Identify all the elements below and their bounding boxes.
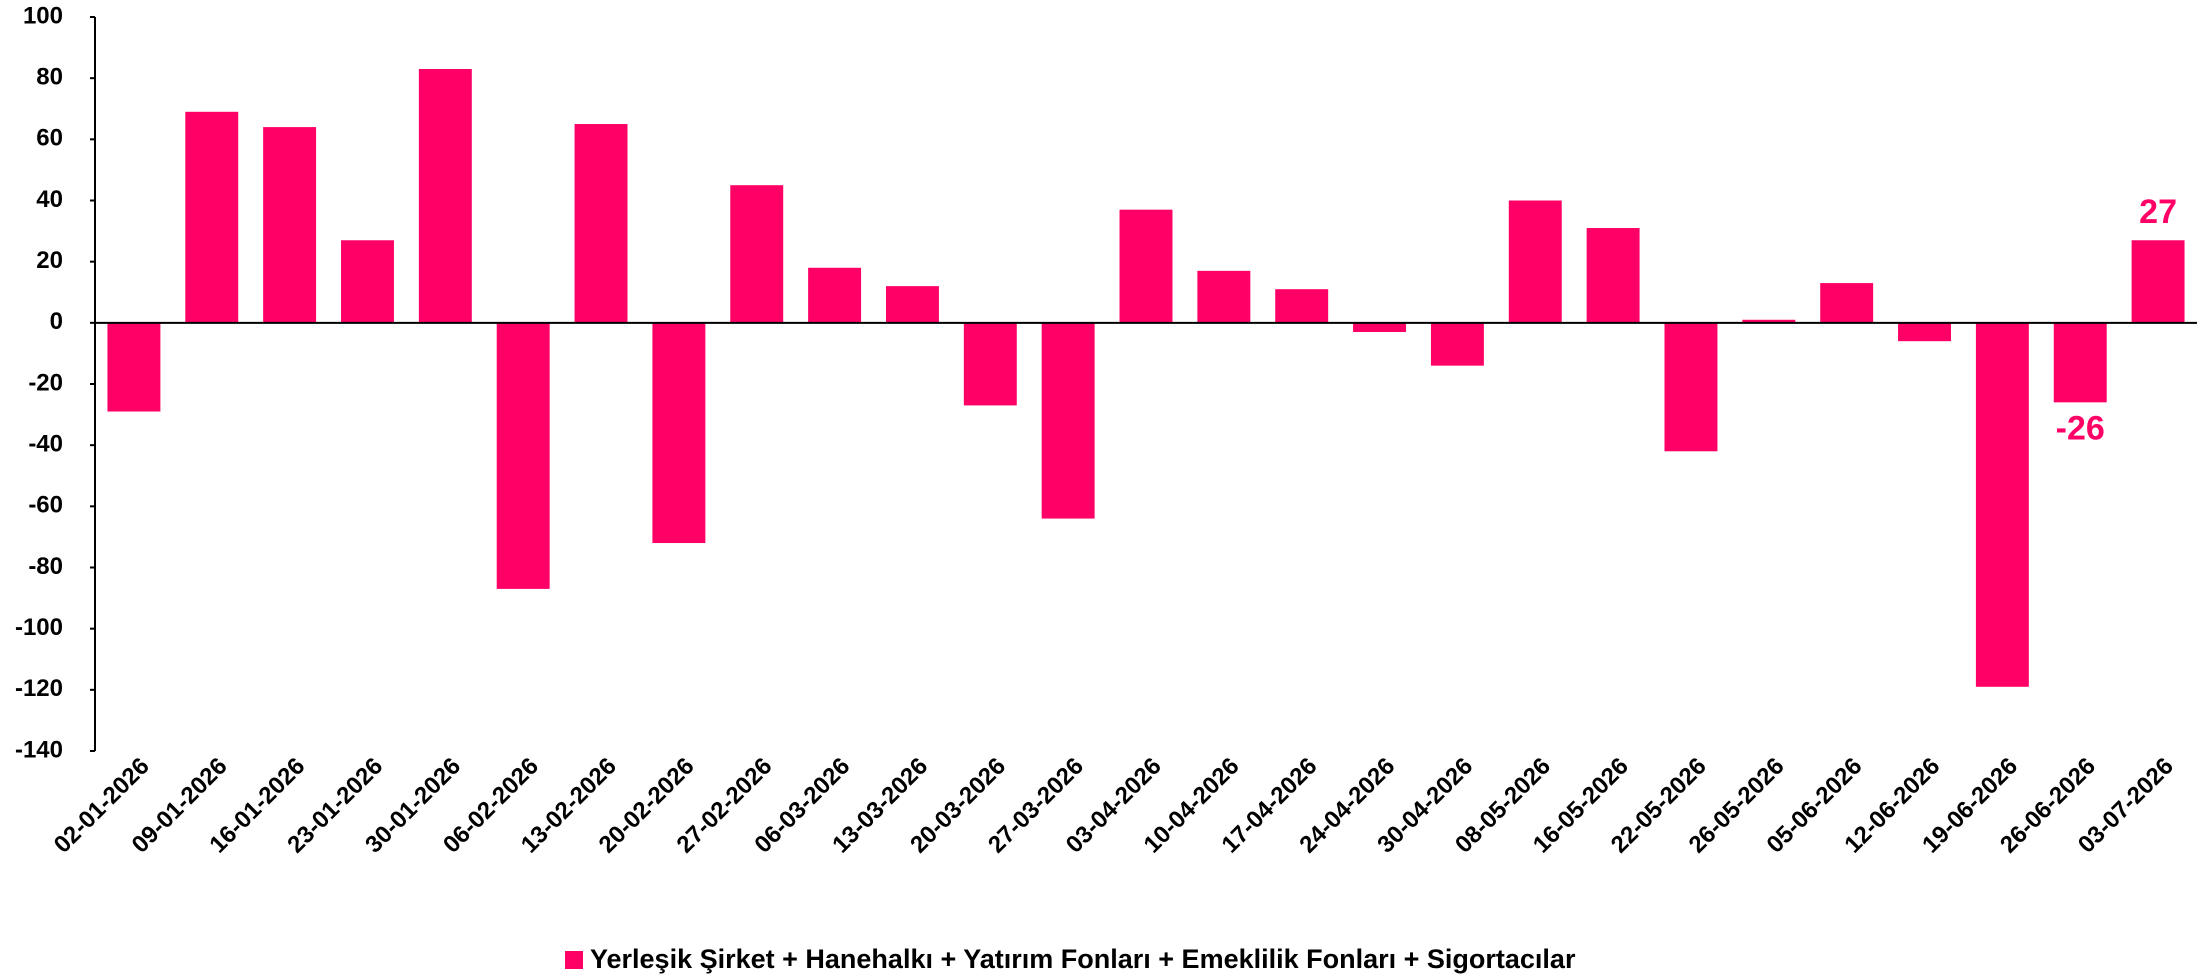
- y-tick-label: 80: [36, 64, 63, 91]
- bar: [1975, 322, 2029, 687]
- bar: [1898, 322, 1951, 342]
- bar: [574, 124, 628, 323]
- y-tick-label: 0: [50, 308, 63, 335]
- bar: [418, 68, 472, 323]
- y-tick-label: 60: [36, 125, 63, 152]
- bar: [730, 185, 784, 323]
- y-tick-label: -80: [28, 553, 63, 580]
- bar: [496, 322, 550, 589]
- y-tick-label: 20: [36, 247, 63, 274]
- bar: [107, 322, 161, 412]
- value-label: -26: [2056, 409, 2105, 447]
- bar: [1430, 322, 1484, 366]
- y-tick-label: 100: [23, 2, 63, 29]
- bar: [1586, 228, 1640, 323]
- bar: [185, 111, 239, 323]
- y-tick-label: -120: [15, 675, 63, 702]
- y-tick-label: -60: [28, 492, 63, 519]
- bar: [885, 286, 939, 323]
- bar: [808, 267, 862, 323]
- bar: [2053, 322, 2107, 403]
- value-label: 27: [2139, 193, 2177, 231]
- bar: [1820, 283, 1874, 323]
- bar: [1275, 289, 1329, 323]
- bar: [1508, 200, 1562, 323]
- legend-label: Yerleşik Şirket + Hanehalkı + Yatırım Fo…: [590, 944, 1576, 974]
- bar: [1353, 322, 1407, 333]
- bar: [263, 127, 317, 323]
- y-tick-label: 40: [36, 186, 63, 213]
- bar: [2131, 240, 2185, 323]
- y-tick-label: -100: [15, 614, 63, 641]
- bar: [1742, 319, 1796, 323]
- bar: [1197, 270, 1251, 323]
- bar: [652, 322, 706, 544]
- bar: [341, 240, 394, 323]
- bar: [1664, 322, 1718, 452]
- y-tick-label: -140: [15, 736, 63, 763]
- bar: [963, 322, 1017, 406]
- y-tick-label: -40: [28, 431, 63, 458]
- legend-swatch: [565, 951, 583, 969]
- y-tick-label: -20: [28, 369, 63, 396]
- bar: [1041, 322, 1095, 519]
- bar: [1119, 209, 1173, 323]
